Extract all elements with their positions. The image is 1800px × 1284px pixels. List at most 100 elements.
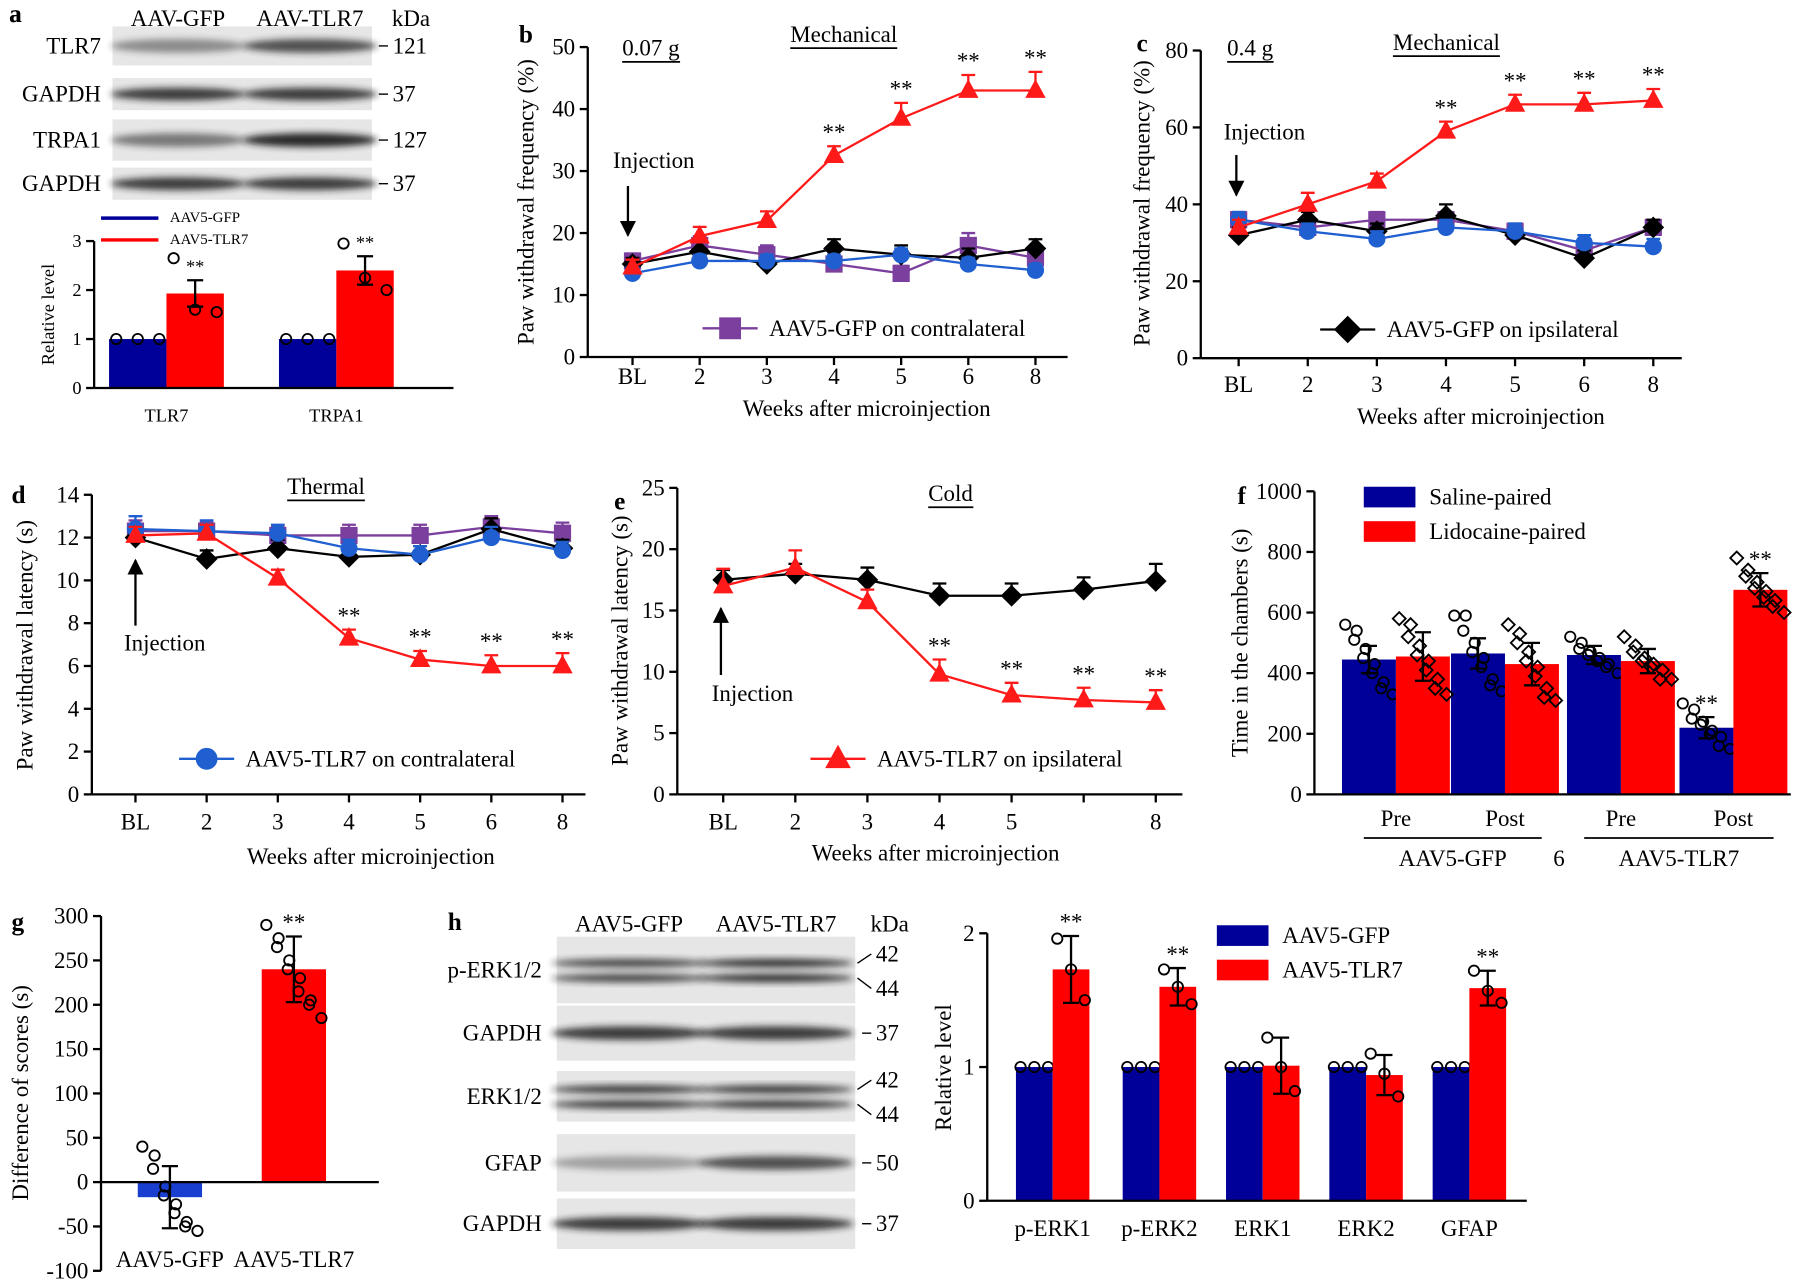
data-point xyxy=(1627,638,1644,654)
blot-band xyxy=(110,87,246,101)
panel-label: e xyxy=(614,488,625,516)
data-point xyxy=(1402,616,1419,633)
significance-mark: ** xyxy=(1060,910,1083,935)
data-point xyxy=(1134,1060,1148,1074)
y-tick-label: 3 xyxy=(72,231,81,251)
y-tick-label: 12 xyxy=(56,525,79,550)
data-point xyxy=(1652,671,1668,687)
data-point xyxy=(1051,932,1064,945)
bar xyxy=(336,270,394,389)
y-axis-label: Paw withdrawal frequency (%) xyxy=(1130,60,1155,346)
panel-note: 6 xyxy=(1553,846,1564,871)
protein-label: ERK1/2 xyxy=(467,1084,542,1109)
data-point xyxy=(1536,689,1553,706)
x-tick-label: 5 xyxy=(1509,372,1520,397)
y-tick-label: 0 xyxy=(77,1170,88,1195)
y-axis-label: Paw withdrawal frequency (%) xyxy=(513,59,538,345)
kda-label: 42 xyxy=(876,1068,899,1093)
data-point xyxy=(409,648,431,667)
data-point xyxy=(1484,679,1497,692)
protein-label: TRPA1 xyxy=(33,128,101,153)
data-point xyxy=(1486,673,1499,686)
bar xyxy=(278,339,337,389)
blot-band xyxy=(698,973,854,983)
data-point xyxy=(825,252,843,270)
x-axis-label: Weeks after microinjection xyxy=(1357,404,1605,429)
kda-label: 44 xyxy=(876,1102,899,1127)
data-point xyxy=(1600,661,1613,674)
error-bar xyxy=(161,1164,178,1230)
data-point xyxy=(315,1011,328,1025)
data-point xyxy=(1348,633,1361,646)
x-tick-label: BL xyxy=(1224,372,1253,397)
kda-leader xyxy=(857,1103,872,1116)
data-point xyxy=(1495,996,1508,1009)
data-point xyxy=(269,524,287,542)
data-point xyxy=(552,654,573,674)
data-point xyxy=(1575,636,1588,649)
data-point xyxy=(1144,570,1167,592)
data-point xyxy=(1573,247,1596,270)
data-point xyxy=(1261,1031,1274,1044)
y-axis-label: Relative level xyxy=(38,264,58,365)
data-point xyxy=(1504,93,1526,112)
x-tick-label: TLR7 xyxy=(145,406,189,426)
data-point xyxy=(892,246,910,264)
data-point xyxy=(1654,662,1671,678)
y-tick-label: 1000 xyxy=(1256,479,1302,504)
data-point xyxy=(148,1149,161,1162)
injection-note: Injection xyxy=(124,630,206,655)
y-axis-label: Time in the chambers (s) xyxy=(1227,529,1252,758)
y-tick-label: 20 xyxy=(1165,269,1188,294)
data-point xyxy=(756,209,778,229)
x-tick-label: 4 xyxy=(934,809,946,834)
x-tick-label: 2 xyxy=(694,364,705,389)
panel-label: a xyxy=(9,0,22,28)
data-point xyxy=(1644,238,1662,256)
data-point xyxy=(1643,89,1664,108)
data-point xyxy=(153,332,166,346)
data-point xyxy=(1712,739,1725,752)
bar xyxy=(1159,986,1197,1201)
data-point xyxy=(1448,609,1461,622)
data-point xyxy=(1121,1060,1134,1074)
x-tick-label: Pre xyxy=(1381,806,1412,831)
data-point xyxy=(1377,676,1390,689)
data-point xyxy=(1591,654,1604,668)
legend-label: AAV5-GFP on ipsilateral xyxy=(1387,317,1619,342)
data-point xyxy=(1634,653,1650,669)
error-bar xyxy=(1479,969,1496,1007)
data-point xyxy=(1758,583,1774,600)
panel-label: h xyxy=(448,908,462,936)
data-point xyxy=(1400,629,1416,645)
protein-label: GAPDH xyxy=(22,171,101,196)
error-bar xyxy=(1376,1053,1393,1097)
panel-label: f xyxy=(1238,482,1247,510)
data-point xyxy=(1538,680,1555,697)
data-point xyxy=(1776,604,1792,621)
data-point xyxy=(1366,170,1388,189)
data-point xyxy=(179,1220,192,1233)
data-point xyxy=(1375,682,1388,695)
x-tick-label: 6 xyxy=(486,809,497,834)
significance-mark: ** xyxy=(409,625,432,650)
data-point xyxy=(1026,261,1045,279)
bar xyxy=(1451,653,1505,795)
data-point xyxy=(1427,680,1443,697)
blot-band xyxy=(698,1216,854,1231)
x-tick-label: ERK2 xyxy=(1337,1216,1394,1241)
x-tick-label: 5 xyxy=(1006,809,1017,834)
data-point xyxy=(1457,624,1470,637)
x-tick-label: AAV5-TLR7 xyxy=(234,1247,355,1272)
data-point xyxy=(1500,616,1517,633)
data-point xyxy=(1616,629,1632,645)
lane-header: AAV5-TLR7 xyxy=(716,912,837,937)
blot-band xyxy=(551,1084,707,1095)
significance-mark: ** xyxy=(1072,661,1095,686)
data-point xyxy=(280,332,293,346)
data-point xyxy=(1564,630,1577,643)
x-axis-label: Weeks after microinjection xyxy=(247,844,495,869)
y-tick-label: 50 xyxy=(65,1125,88,1150)
bar xyxy=(1052,969,1090,1201)
